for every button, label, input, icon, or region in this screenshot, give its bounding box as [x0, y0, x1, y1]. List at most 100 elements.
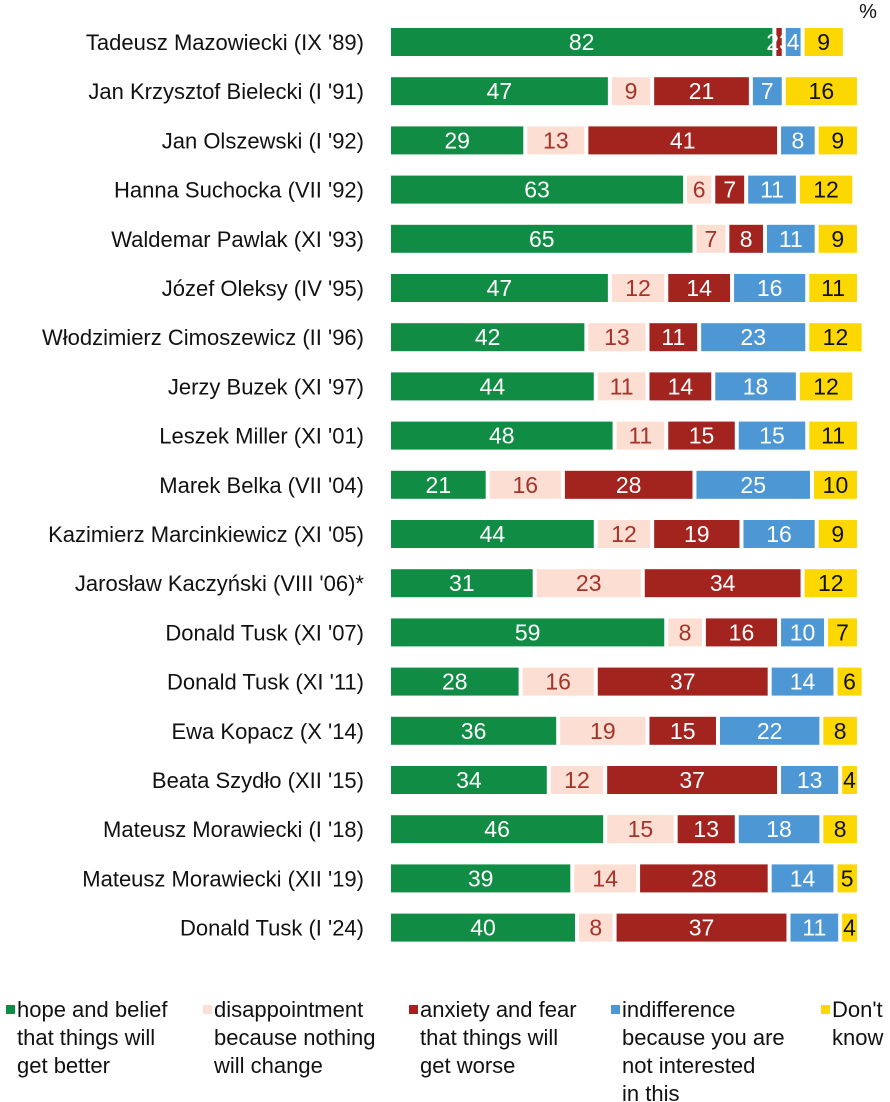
data-label: 18 [743, 373, 769, 399]
bar-segment [799, 175, 853, 204]
legend-label: disappointment because nothing will change [213, 997, 375, 1078]
bar-segment [640, 864, 768, 893]
data-label: 14 [790, 669, 816, 695]
bar-segment [489, 470, 561, 499]
data-label: 19 [684, 521, 710, 547]
legend-item: indifference because you are not intereste… [611, 997, 785, 1102]
bar-segment [809, 323, 862, 352]
bar-segment [391, 274, 608, 302]
bar-segment [391, 323, 585, 352]
bar-segment [837, 864, 857, 893]
bar-segment [597, 667, 768, 696]
data-label: 40 [470, 915, 496, 941]
bar-segment [654, 77, 749, 106]
bar-segment [668, 421, 735, 450]
bar-segment [701, 323, 806, 352]
data-label: 4 [787, 29, 800, 55]
data-label: 9 [831, 127, 844, 153]
data-label: 15 [689, 423, 715, 449]
bar-segment [696, 224, 726, 253]
category-label: Marek Belka (VII '04) [159, 473, 364, 498]
data-label: 8 [834, 718, 847, 744]
data-label: 4 [843, 767, 856, 793]
bar-segment [391, 175, 684, 204]
data-label: 63 [524, 177, 550, 203]
bar-segment [799, 372, 853, 401]
data-label: 6 [693, 177, 706, 203]
data-label: 44 [480, 373, 506, 399]
data-label: 34 [710, 570, 736, 596]
bar-segment [616, 913, 787, 942]
bar-segment [705, 618, 778, 647]
category-label: Donald Tusk (XI '11) [167, 670, 364, 695]
data-label: 11 [821, 423, 845, 449]
bar-segment [649, 716, 716, 745]
bar-segment [781, 618, 825, 647]
data-label: 21 [426, 472, 452, 498]
category-label: Donald Tusk (I '24) [180, 916, 364, 941]
data-label: 13 [797, 767, 823, 793]
data-label: 23 [576, 570, 602, 596]
bar-segment [785, 28, 801, 56]
bar-segment [391, 716, 557, 745]
data-label: 12 [813, 177, 839, 203]
data-label: 12 [813, 373, 839, 399]
category-label: Donald Tusk (XI '07) [165, 620, 364, 645]
data-label: 8 [589, 915, 602, 941]
data-label: 7 [705, 226, 718, 252]
data-label: 15 [759, 423, 785, 449]
bar-segment [823, 716, 857, 745]
bar-segment [391, 224, 693, 253]
data-label: 12 [625, 275, 651, 301]
category-label: Jan Krzysztof Bielecki (I '91) [88, 79, 364, 104]
bar-segment [391, 520, 594, 548]
data-label: 14 [790, 865, 816, 891]
bar-segment [607, 815, 674, 844]
bar-segment [781, 126, 815, 155]
bar-segment [734, 274, 806, 302]
bar-segment [715, 372, 796, 401]
category-label: Hanna Suchocka (VII '92) [114, 178, 364, 203]
data-label: 11 [779, 226, 803, 252]
data-label: 8 [791, 127, 804, 153]
category-label: Jan Olszewski (I '92) [162, 128, 364, 153]
bar-segment [391, 864, 571, 893]
bar-segment [391, 913, 575, 942]
bar-segment [818, 224, 857, 253]
legend-item: disappointment because nothing will change [203, 997, 375, 1078]
bar-segment [391, 815, 604, 844]
data-label: 7 [723, 177, 736, 203]
bar-segment [809, 421, 857, 450]
bar-segment [391, 470, 486, 499]
data-label: 14 [668, 373, 694, 399]
legend-swatch [409, 1005, 418, 1014]
data-label: 14 [686, 275, 712, 301]
legend-swatch [203, 1005, 212, 1014]
bar-segment [776, 28, 782, 56]
bar-segment [719, 716, 820, 745]
category-label: Włodzimierz Cimoszewicz (II '96) [42, 325, 364, 350]
data-label: 16 [809, 78, 835, 104]
data-label: 31 [449, 570, 475, 596]
data-label: 42 [475, 324, 501, 350]
bar-segment [677, 815, 735, 844]
bar-segment [842, 913, 857, 942]
bar-segment [611, 274, 665, 302]
bar-segment [781, 766, 839, 794]
data-label: 16 [545, 669, 571, 695]
bar-segment [785, 77, 857, 106]
data-label: 11 [760, 177, 784, 203]
data-label: 13 [604, 324, 630, 350]
data-label: 11 [610, 373, 634, 399]
data-label: 11 [661, 324, 685, 350]
bar-segment [536, 569, 641, 598]
bar-segment [771, 864, 834, 893]
data-label: 28 [691, 865, 717, 891]
data-label: 37 [670, 669, 696, 695]
category-label: Józef Oleksy (IV '95) [162, 276, 364, 301]
data-label: 12 [823, 324, 849, 350]
bar-segment [391, 569, 533, 598]
bar-segment [560, 716, 646, 745]
data-label: 34 [456, 767, 482, 793]
